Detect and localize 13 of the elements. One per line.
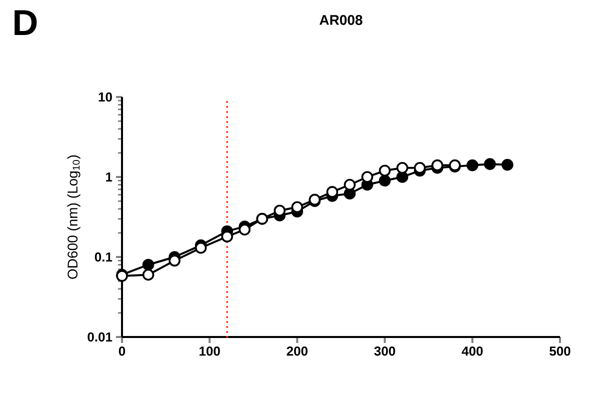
y-tick-label: 0.1 — [94, 252, 112, 262]
x-tick-label: 500 — [550, 346, 570, 356]
x-tick-label: 400 — [462, 346, 483, 356]
x-tick-label: 200 — [286, 346, 308, 356]
chart-title: AR008 — [320, 15, 362, 25]
y-tick-label: 1 — [106, 172, 112, 182]
x-tick-label: 0 — [118, 346, 126, 356]
x-tick-label: 300 — [374, 346, 396, 356]
y-tick-label: 10 — [98, 92, 112, 102]
x-tick-label: 100 — [200, 346, 220, 356]
text: D — [14, 10, 37, 35]
y-axis-title: OD600 (nm) (Log$_{10}$) — [67, 155, 80, 279]
y-tick-label: 0.01 — [88, 332, 112, 342]
